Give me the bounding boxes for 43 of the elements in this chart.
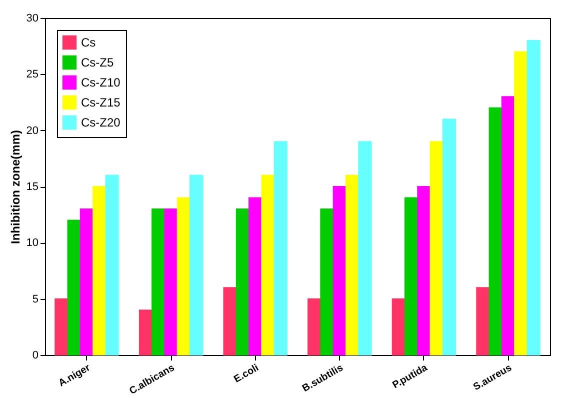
bar xyxy=(223,287,237,356)
bar xyxy=(417,186,431,356)
bar xyxy=(308,298,322,356)
bar xyxy=(176,197,191,356)
legend-label: Cs-Z20 xyxy=(81,116,121,130)
bar xyxy=(526,40,540,356)
y-tick-label: 5 xyxy=(32,293,38,306)
bar xyxy=(274,141,288,356)
bar xyxy=(488,107,502,356)
bar xyxy=(152,208,166,356)
bar xyxy=(92,186,106,356)
y-tick-label: 10 xyxy=(26,237,38,250)
bar xyxy=(404,197,418,356)
y-axis-title: Inhibition zone(mm) xyxy=(8,130,22,244)
bar xyxy=(164,208,178,356)
bar xyxy=(138,310,153,356)
y-tick-label: 20 xyxy=(26,124,38,137)
bar xyxy=(105,174,119,356)
bar xyxy=(67,220,81,356)
bar xyxy=(501,96,516,356)
bar xyxy=(54,298,68,356)
y-tick-label: 30 xyxy=(26,12,38,24)
bar xyxy=(80,208,94,356)
y-tick-label: 0 xyxy=(32,350,38,362)
y-tick-label: 15 xyxy=(26,181,38,193)
bar xyxy=(358,141,372,356)
bar xyxy=(190,174,204,356)
bar xyxy=(476,287,490,356)
legend-label: Cs-Z5 xyxy=(81,56,114,70)
bar xyxy=(430,141,444,356)
bar xyxy=(248,197,262,356)
legend-label: Cs xyxy=(81,36,96,50)
bar xyxy=(442,118,456,356)
bar xyxy=(320,208,334,356)
bar xyxy=(392,298,406,356)
y-tick-label: 25 xyxy=(26,68,38,81)
legend-label: Cs-Z10 xyxy=(81,76,121,90)
legend-label: Cs-Z15 xyxy=(81,96,121,110)
bar xyxy=(236,208,250,356)
bar xyxy=(261,174,275,356)
bar xyxy=(332,186,346,356)
bar xyxy=(345,174,360,356)
bar xyxy=(514,51,528,356)
